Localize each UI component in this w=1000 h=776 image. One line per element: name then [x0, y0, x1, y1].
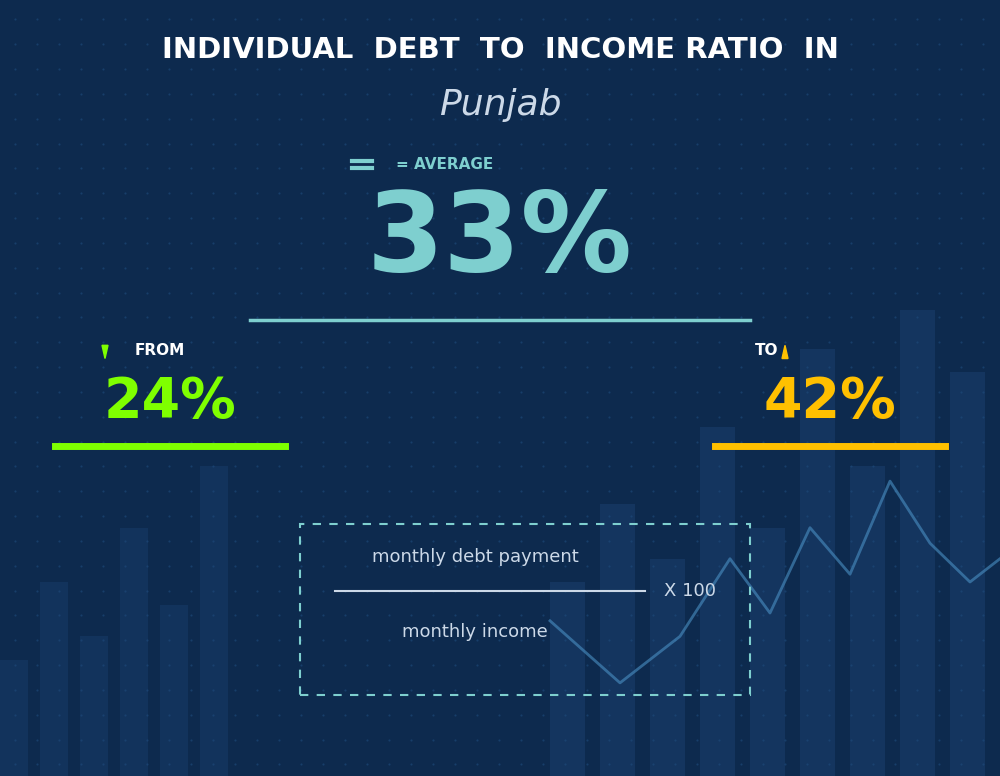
- Text: 33%: 33%: [367, 187, 633, 294]
- Text: monthly debt payment: monthly debt payment: [372, 548, 578, 566]
- Polygon shape: [102, 345, 108, 359]
- FancyBboxPatch shape: [900, 310, 935, 776]
- FancyBboxPatch shape: [700, 427, 735, 776]
- FancyBboxPatch shape: [750, 528, 785, 776]
- Text: FROM: FROM: [135, 343, 185, 359]
- FancyBboxPatch shape: [0, 660, 28, 776]
- Text: TO: TO: [755, 343, 778, 359]
- Text: Punjab: Punjab: [439, 88, 561, 122]
- Text: X 100: X 100: [664, 582, 716, 601]
- Text: 24%: 24%: [104, 375, 236, 429]
- FancyBboxPatch shape: [160, 605, 188, 776]
- Text: 42%: 42%: [764, 375, 896, 429]
- Polygon shape: [782, 345, 788, 359]
- FancyBboxPatch shape: [80, 636, 108, 776]
- Text: INDIVIDUAL  DEBT  TO  INCOME RATIO  IN: INDIVIDUAL DEBT TO INCOME RATIO IN: [162, 36, 838, 64]
- FancyBboxPatch shape: [800, 349, 835, 776]
- FancyBboxPatch shape: [650, 559, 685, 776]
- Text: monthly income: monthly income: [402, 623, 548, 642]
- FancyBboxPatch shape: [950, 372, 985, 776]
- Text: = AVERAGE: = AVERAGE: [396, 157, 494, 172]
- FancyBboxPatch shape: [120, 528, 148, 776]
- FancyBboxPatch shape: [40, 582, 68, 776]
- FancyBboxPatch shape: [600, 504, 635, 776]
- FancyBboxPatch shape: [850, 466, 885, 776]
- FancyBboxPatch shape: [550, 582, 585, 776]
- FancyBboxPatch shape: [200, 466, 228, 776]
